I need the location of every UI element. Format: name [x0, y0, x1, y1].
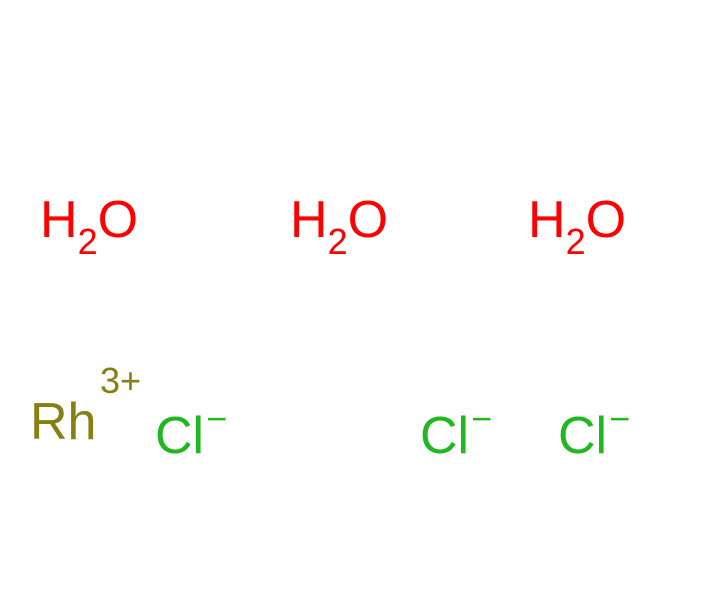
hydrogen-symbol: H — [290, 191, 328, 249]
charge-minus: − — [206, 398, 227, 439]
hydrogen-symbol: H — [528, 191, 566, 249]
subscript-2: 2 — [566, 221, 586, 262]
chlorine-symbol: Cl — [558, 407, 607, 465]
oxygen-symbol: O — [348, 191, 388, 249]
chloride-anion-2: Cl− — [420, 406, 490, 466]
chlorine-symbol: Cl — [420, 407, 469, 465]
charge-value: 3+ — [100, 360, 141, 401]
charge-minus: − — [609, 398, 630, 439]
rhodium-charge: 3+ — [100, 360, 141, 402]
hydrogen-symbol: H — [40, 191, 78, 249]
chloride-anion-3: Cl− — [558, 406, 628, 466]
water-molecule-3: H2O — [528, 190, 626, 257]
water-molecule-2: H2O — [290, 190, 388, 257]
chloride-anion-1: Cl− — [155, 406, 225, 466]
rhodium-symbol: Rh — [30, 393, 96, 451]
subscript-2: 2 — [78, 221, 98, 262]
charge-minus: − — [471, 398, 492, 439]
chlorine-symbol: Cl — [155, 407, 204, 465]
water-molecule-1: H2O — [40, 190, 138, 257]
oxygen-symbol: O — [586, 191, 626, 249]
rhodium-cation: Rh — [30, 392, 96, 452]
oxygen-symbol: O — [98, 191, 138, 249]
subscript-2: 2 — [328, 221, 348, 262]
